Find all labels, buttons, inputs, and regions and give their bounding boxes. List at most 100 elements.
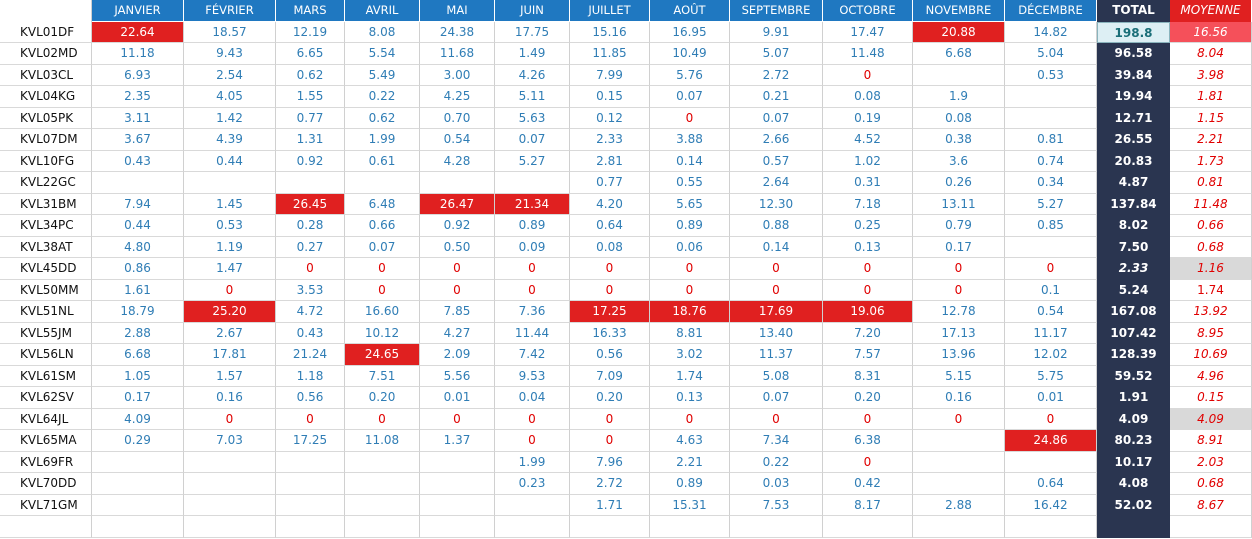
data-cell[interactable]: 11.44 [495,322,570,344]
data-cell[interactable]: 0 [184,408,276,430]
data-cell[interactable]: 1.71 [570,494,650,516]
data-cell[interactable] [345,516,420,538]
data-cell[interactable]: 0 [823,408,913,430]
average-cell[interactable]: 0.68 [1170,236,1252,258]
data-cell[interactable]: 0.01 [1005,387,1097,409]
data-cell[interactable] [345,172,420,194]
average-cell[interactable]: 0.81 [1170,172,1252,194]
data-cell[interactable]: 0.89 [495,215,570,237]
data-cell[interactable]: 17.25 [570,301,650,323]
data-cell[interactable]: 2.54 [184,64,276,86]
data-cell[interactable]: 0 [276,408,345,430]
row-label[interactable]: KVL61SM [0,365,92,387]
data-cell[interactable]: 0.62 [276,64,345,86]
data-cell[interactable]: 0 [345,408,420,430]
data-cell[interactable]: 0.44 [92,215,184,237]
data-cell[interactable]: 0.07 [650,86,730,108]
header-month-4[interactable]: AVRIL [345,0,420,22]
data-cell[interactable]: 1.45 [184,193,276,215]
data-cell[interactable]: 0.70 [420,107,495,129]
average-cell[interactable]: 1.81 [1170,86,1252,108]
total-cell[interactable]: 39.84 [1097,64,1170,86]
total-cell[interactable]: 20.83 [1097,150,1170,172]
data-cell[interactable]: 0.20 [345,387,420,409]
data-cell[interactable]: 1.99 [345,129,420,151]
data-cell[interactable]: 2.72 [570,473,650,495]
data-cell[interactable]: 3.02 [650,344,730,366]
data-cell[interactable]: 5.75 [1005,365,1097,387]
data-cell[interactable]: 0 [913,258,1005,280]
data-cell[interactable] [495,172,570,194]
data-cell[interactable]: 1.47 [184,258,276,280]
data-cell[interactable]: 0.50 [420,236,495,258]
data-cell[interactable]: 7.85 [420,301,495,323]
data-cell[interactable]: 0.20 [823,387,913,409]
data-cell[interactable]: 0.79 [913,215,1005,237]
data-cell[interactable]: 0 [913,279,1005,301]
data-cell[interactable]: 0.74 [1005,150,1097,172]
data-cell[interactable]: 7.34 [730,430,823,452]
total-cell[interactable] [1097,516,1170,538]
row-label[interactable]: KVL69FR [0,451,92,473]
header-month-8[interactable]: AOÛT [650,0,730,22]
data-cell[interactable]: 9.91 [730,21,823,43]
average-cell[interactable]: 8.04 [1170,43,1252,65]
data-cell[interactable]: 7.57 [823,344,913,366]
data-cell[interactable]: 0.13 [650,387,730,409]
data-cell[interactable]: 1.18 [276,365,345,387]
header-month-7[interactable]: JUILLET [570,0,650,22]
average-cell[interactable]: 11.48 [1170,193,1252,215]
data-cell[interactable]: 17.75 [495,21,570,43]
data-cell[interactable]: 0.92 [420,215,495,237]
row-label[interactable]: KVL62SV [0,387,92,409]
data-cell[interactable]: 0 [495,430,570,452]
average-cell[interactable]: 1.16 [1170,258,1252,280]
total-cell[interactable]: 4.08 [1097,473,1170,495]
data-cell[interactable]: 14.82 [1005,21,1097,43]
data-cell[interactable]: 0 [650,279,730,301]
average-cell[interactable]: 1.73 [1170,150,1252,172]
data-cell[interactable]: 0 [823,279,913,301]
data-cell[interactable]: 0.56 [570,344,650,366]
data-cell[interactable]: 0.22 [730,451,823,473]
data-cell[interactable]: 6.68 [92,344,184,366]
total-cell[interactable]: 80.23 [1097,430,1170,452]
data-cell[interactable]: 0.57 [730,150,823,172]
data-cell[interactable]: 0.55 [650,172,730,194]
data-cell[interactable]: 0.77 [276,107,345,129]
data-cell[interactable]: 0.08 [570,236,650,258]
data-cell[interactable]: 0 [823,258,913,280]
data-cell[interactable]: 0 [345,258,420,280]
data-cell[interactable]: 0.29 [92,430,184,452]
data-cell[interactable]: 5.27 [495,150,570,172]
data-cell[interactable]: 0 [650,408,730,430]
row-label[interactable]: KVL07DM [0,129,92,151]
average-cell[interactable]: 10.69 [1170,344,1252,366]
data-cell[interactable]: 0 [730,258,823,280]
row-label[interactable]: KVL22GC [0,172,92,194]
data-cell[interactable]: 1.55 [276,86,345,108]
data-cell[interactable]: 1.31 [276,129,345,151]
data-cell[interactable] [92,516,184,538]
total-cell[interactable]: 10.17 [1097,451,1170,473]
average-cell[interactable]: 8.91 [1170,430,1252,452]
data-cell[interactable]: 0.04 [495,387,570,409]
data-cell[interactable]: 0.28 [276,215,345,237]
data-cell[interactable]: 1.02 [823,150,913,172]
data-cell[interactable]: 3.53 [276,279,345,301]
data-cell[interactable]: 1.9 [913,86,1005,108]
data-cell[interactable]: 0.03 [730,473,823,495]
data-cell[interactable]: 0 [650,107,730,129]
data-cell[interactable]: 17.13 [913,322,1005,344]
data-cell[interactable]: 0 [730,408,823,430]
data-cell[interactable]: 11.48 [823,43,913,65]
total-cell[interactable]: 96.58 [1097,43,1170,65]
data-cell[interactable] [1005,107,1097,129]
data-cell[interactable]: 0.15 [570,86,650,108]
data-cell[interactable]: 6.38 [823,430,913,452]
row-label[interactable]: KVL50MM [0,279,92,301]
data-cell[interactable]: 0.21 [730,86,823,108]
data-cell[interactable]: 7.96 [570,451,650,473]
data-cell[interactable]: 8.31 [823,365,913,387]
total-cell[interactable]: 5.24 [1097,279,1170,301]
